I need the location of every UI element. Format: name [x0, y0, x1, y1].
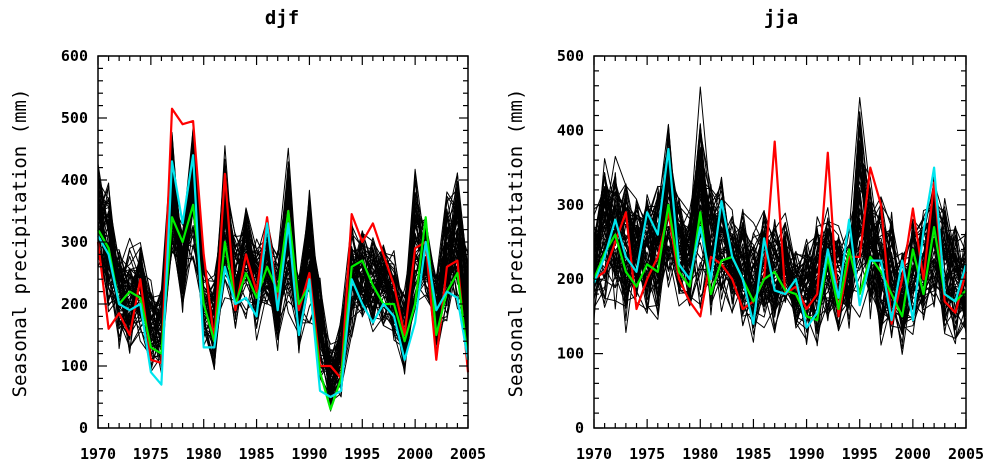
y-tick-label: 300: [61, 233, 88, 251]
chart-title: djf: [265, 7, 299, 29]
ensemble-line: [97, 173, 469, 389]
x-tick-label: 1995: [842, 445, 878, 463]
y-tick-label: 100: [557, 345, 584, 363]
x-tick-label: 1985: [735, 445, 771, 463]
chart-title: jja: [764, 7, 798, 29]
x-tick-label: 2005: [948, 445, 984, 463]
x-tick-label: 1980: [186, 445, 222, 463]
y-tick-label: 300: [557, 196, 584, 214]
tick-labels: 1970 1975 1980 1985 1990 1995 2000 2005 0 100 200 3…: [557, 47, 984, 463]
ensemble-line: [97, 139, 469, 372]
x-tick-label: 1995: [344, 445, 380, 463]
x-tick-label: 1975: [629, 445, 665, 463]
x-tick-label: 2000: [895, 445, 931, 463]
ensemble-line: [593, 180, 967, 334]
plot-frame: [593, 55, 967, 429]
x-tick-label: 1980: [682, 445, 718, 463]
y-tick-label: 0: [575, 419, 584, 437]
x-tick-label: 1990: [291, 445, 327, 463]
series-line-2: [97, 154, 470, 399]
x-tick-label: 2005: [450, 445, 486, 463]
axes: [593, 55, 967, 429]
ensemble-line: [593, 176, 967, 344]
x-tick-label: 1970: [80, 445, 116, 463]
x-tick-label: 1975: [133, 445, 169, 463]
series-lines: [96, 107, 470, 411]
x-tick-label: 1990: [789, 445, 825, 463]
series-lines: [592, 140, 968, 329]
y-tick-label: 400: [557, 121, 584, 139]
y-axis-label: Seasonal precipitation (mm): [505, 89, 527, 398]
ensemble-line: [97, 148, 469, 390]
x-tick-label: 1970: [576, 445, 612, 463]
y-tick-label: 500: [557, 47, 584, 65]
axes: [97, 55, 469, 429]
y-tick-label: 200: [557, 270, 584, 288]
y-tick-label: 400: [61, 171, 88, 189]
tick-labels: 1970 1975 1980 1985 1990 1995 2000 2005 0 100 200 3…: [61, 47, 486, 463]
chart-djf: djf Seasonal precipitation (mm) 1970 1975…: [9, 7, 486, 463]
series-line-2: [592, 147, 968, 329]
x-tick-label: 2000: [397, 445, 433, 463]
y-tick-label: 0: [79, 419, 88, 437]
y-tick-label: 600: [61, 47, 88, 65]
y-tick-label: 500: [61, 109, 88, 127]
x-tick-label: 1985: [239, 445, 275, 463]
y-tick-label: 100: [61, 357, 88, 375]
series-line-1: [592, 203, 967, 322]
y-tick-label: 200: [61, 295, 88, 313]
ensemble-line: [593, 183, 967, 318]
y-axis-label: Seasonal precipitation (mm): [9, 89, 31, 398]
series-line-1: [97, 203, 470, 411]
ensemble-line: [593, 97, 967, 334]
chart-jja: jja Seasonal precipitation (mm) 1970 1975…: [505, 7, 984, 463]
ensemble-line: [593, 168, 967, 332]
